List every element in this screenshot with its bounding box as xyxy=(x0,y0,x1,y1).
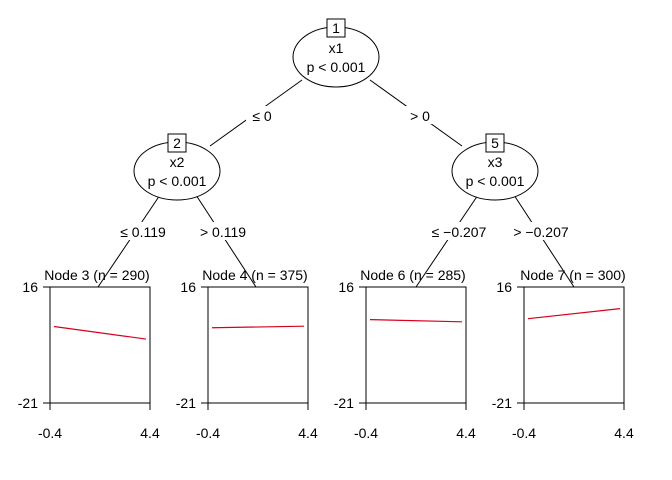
edge-label-1-left: ≤ 0 xyxy=(246,106,278,124)
x-tick-label-right: 4.4 xyxy=(456,425,476,441)
inner-node-1: 1 x1 p < 0.001 xyxy=(292,18,380,88)
inner-node-2: 2 x2 p < 0.001 xyxy=(133,133,221,201)
x-tick-label-right: 4.4 xyxy=(140,425,160,441)
edge-label-text: > −0.207 xyxy=(513,224,568,240)
x-tick-label-left: -0.4 xyxy=(38,425,62,441)
node-id: 5 xyxy=(491,135,499,151)
split-variable: x3 xyxy=(488,154,503,170)
x-tick-label-left: -0.4 xyxy=(196,425,220,441)
edge-label-text: > 0.119 xyxy=(200,224,246,240)
y-tick-label-top: 16 xyxy=(180,279,196,295)
edge-5-7 xyxy=(513,194,575,288)
x-tick-label-right: 4.4 xyxy=(298,425,318,441)
y-tick-label-top: 16 xyxy=(496,279,512,295)
node-id: 1 xyxy=(332,20,340,36)
terminal-panel xyxy=(49,286,151,404)
node-id: 2 xyxy=(173,135,181,151)
inner-node-5: 5 x3 p < 0.001 xyxy=(451,133,539,201)
split-variable: x1 xyxy=(329,40,344,56)
fitted-line xyxy=(211,325,305,329)
x-tick-label-right: 4.4 xyxy=(614,425,634,441)
fitted-line xyxy=(53,325,147,340)
y-tick-label-bottom: -21 xyxy=(176,395,196,411)
terminal-node-4: Node 4 (n = 375) 16 -21 -0.4 4.4 xyxy=(176,267,318,441)
terminal-title: Node 6 (n = 285) xyxy=(360,267,465,283)
edge-label-1-right: > 0 xyxy=(402,106,438,124)
p-value: p < 0.001 xyxy=(307,59,366,75)
terminal-node-6: Node 6 (n = 285) 16 -21 -0.4 4.4 xyxy=(334,267,476,441)
y-tick-label-bottom: -21 xyxy=(334,395,354,411)
edge-label-text: ≤ 0.119 xyxy=(120,224,166,240)
edge-label-5-right: > −0.207 xyxy=(505,222,577,240)
edge-label-2-right: > 0.119 xyxy=(193,222,253,240)
p-value: p < 0.001 xyxy=(466,173,525,189)
y-tick-label-bottom: -21 xyxy=(492,395,512,411)
edge-label-text: > 0 xyxy=(410,108,430,124)
terminal-panel xyxy=(523,286,625,404)
edge-label-2-left: ≤ 0.119 xyxy=(113,222,173,240)
x-tick-label-left: -0.4 xyxy=(512,425,536,441)
y-tick-label-top: 16 xyxy=(338,279,354,295)
terminal-title: Node 3 (n = 290) xyxy=(44,267,149,283)
terminal-node-3: Node 3 (n = 290) 16 -21 -0.4 4.4 xyxy=(18,267,160,441)
edge-label-text: ≤ −0.207 xyxy=(432,224,487,240)
y-tick-label-top: 16 xyxy=(22,279,38,295)
edge-2-3 xyxy=(97,194,161,288)
edge-label-5-left: ≤ −0.207 xyxy=(423,222,495,240)
x-tick-label-left: -0.4 xyxy=(354,425,378,441)
edge-label-text: ≤ 0 xyxy=(252,108,272,124)
terminal-panel xyxy=(365,286,467,404)
fitted-line xyxy=(369,319,463,323)
fitted-line xyxy=(527,308,621,320)
terminal-title: Node 4 (n = 375) xyxy=(202,267,307,283)
terminal-title: Node 7 (n = 300) xyxy=(520,267,625,283)
terminal-panel xyxy=(207,286,309,404)
terminal-node-7: Node 7 (n = 300) 16 -21 -0.4 4.4 xyxy=(492,267,634,441)
edge-2-4 xyxy=(195,194,257,288)
y-tick-label-bottom: -21 xyxy=(18,395,38,411)
edge-5-6 xyxy=(415,194,479,288)
split-variable: x2 xyxy=(170,154,185,170)
p-value: p < 0.001 xyxy=(148,173,207,189)
